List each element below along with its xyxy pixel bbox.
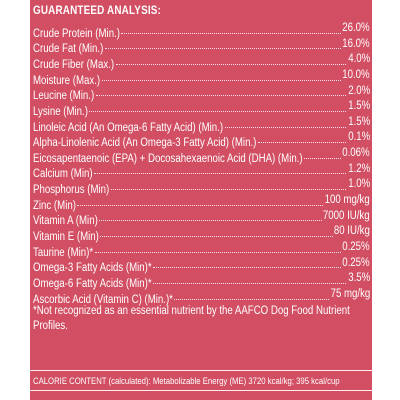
dot-leader bbox=[153, 282, 346, 284]
nutrient-row: Eicosapentaenoic (EPA) + Docosahexaenoic… bbox=[33, 146, 370, 165]
nutrient-value: 0.1% bbox=[347, 131, 370, 144]
nutrient-value: 75 mg/kg bbox=[330, 287, 370, 300]
dot-leader bbox=[89, 110, 346, 112]
nutrient-value: 26.0% bbox=[342, 22, 370, 34]
dot-leader bbox=[94, 173, 346, 175]
dot-leader bbox=[96, 95, 346, 97]
nutrient-row: Linoleic Acid (An Omega-6 Fatty Acid) (M… bbox=[33, 115, 370, 134]
nutrient-row: Moisture (Max.) 10.0% bbox=[33, 68, 370, 87]
nutrient-value: 4.0% bbox=[347, 53, 370, 66]
nutrient-name: Omega-6 Fatty Acids (Min)* bbox=[33, 277, 152, 290]
nutrient-name: Omega-3 Fatty Acids (Min)* bbox=[33, 262, 152, 275]
nutrient-value: 1.5% bbox=[347, 115, 370, 128]
left-margin bbox=[0, 0, 30, 400]
nutrient-name: Moisture (Max.) bbox=[33, 74, 101, 87]
nutrient-value: 1.5% bbox=[347, 100, 370, 113]
dot-leader bbox=[304, 157, 341, 159]
nutrient-row: Alpha-Linolenic Acid (An Omega-3 Fatty A… bbox=[33, 130, 370, 149]
nutrient-name: Lysine (Min.) bbox=[33, 105, 88, 118]
nutrient-row: Vitamin E (Min) 80 IU/kg bbox=[33, 224, 370, 243]
nutrient-value: 10.0% bbox=[342, 68, 370, 81]
nutrient-value: 16.0% bbox=[342, 37, 370, 50]
nutrient-name: Vitamin A (Min) bbox=[33, 215, 98, 228]
dot-leader bbox=[116, 63, 346, 65]
nutrient-value: 1.0% bbox=[347, 178, 370, 191]
nutrient-row: Taurine (Min)* 0.25% bbox=[33, 240, 370, 259]
dot-leader bbox=[105, 48, 341, 50]
nutrient-value: 0.25% bbox=[342, 256, 370, 269]
nutrient-name: Leucine (Min.) bbox=[33, 90, 95, 103]
nutrient-name: Crude Protein (Min.) bbox=[33, 27, 120, 40]
nutrient-value: 0.06% bbox=[342, 147, 370, 160]
nutrient-value: 100 mg/kg bbox=[324, 194, 370, 207]
nutrient-list: Crude Protein (Min.) 26.0% Crude Fat (Min.… bbox=[33, 21, 370, 306]
nutrient-row: Vitamin A (Min) 7000 IU/kg bbox=[33, 209, 370, 228]
dot-leader bbox=[111, 189, 346, 191]
nutrient-value: 80 IU/kg bbox=[334, 225, 370, 238]
nutrient-row: Ascorbic Acid (Vitamin C) (Min.)* 75 mg/k… bbox=[33, 287, 370, 306]
nutrient-value: 2.0% bbox=[347, 84, 370, 97]
dot-leader bbox=[153, 267, 341, 269]
nutrient-name: Phosphorus (Min) bbox=[33, 184, 110, 197]
right-margin bbox=[372, 0, 400, 400]
analysis-content: GUARANTEED ANALYSIS: Crude Protein (Min.… bbox=[30, 0, 372, 400]
nutrient-name: Ascorbic Acid (Vitamin C) (Min.)* bbox=[33, 293, 173, 306]
dot-leader bbox=[102, 79, 341, 81]
dot-leader bbox=[95, 251, 341, 253]
nutrient-name: Alpha-Linolenic Acid (An Omega-3 Fatty A… bbox=[33, 137, 257, 150]
nutrient-row: Calcium (Min) 1.2% bbox=[33, 162, 370, 181]
nutrient-name: Linoleic Acid (An Omega-6 Fatty Acid) (M… bbox=[33, 121, 224, 134]
nutrient-row: Crude Fiber (Max.) 4.0% bbox=[33, 52, 370, 71]
dot-leader bbox=[77, 204, 323, 206]
nutrient-value: 0.25% bbox=[342, 240, 370, 253]
panel-title: GUARANTEED ANALYSIS: bbox=[33, 5, 161, 17]
dot-leader bbox=[174, 298, 329, 300]
dot-leader bbox=[121, 32, 341, 34]
nutrient-name: Calcium (Min) bbox=[33, 168, 93, 181]
calorie-content-text: CALORIE CONTENT (calculated): Metaboliza… bbox=[33, 376, 340, 386]
nutrient-name: Crude Fat (Min.) bbox=[33, 43, 104, 56]
nutrient-name: Crude Fiber (Max.) bbox=[33, 58, 115, 71]
nutrient-row: Crude Protein (Min.) 26.0% bbox=[33, 21, 370, 40]
footnote: *Not recognized as an essential nutrient… bbox=[33, 304, 350, 332]
nutrient-row: Omega-6 Fatty Acids (Min)* 3.5% bbox=[33, 271, 370, 290]
nutrient-row: Phosphorus (Min) 1.0% bbox=[33, 177, 370, 196]
nutrient-row: Leucine (Min.) 2.0% bbox=[33, 84, 370, 103]
nutrient-row: Crude Fat (Min.) 16.0% bbox=[33, 37, 370, 56]
nutrient-name: Taurine (Min)* bbox=[33, 246, 94, 259]
nutrient-row: Omega-3 Fatty Acids (Min)* 0.25% bbox=[33, 256, 370, 275]
nutrient-row: Lysine (Min.) 1.5% bbox=[33, 99, 370, 118]
nutrient-name: Vitamin E (Min) bbox=[33, 230, 99, 243]
dot-leader bbox=[100, 235, 333, 237]
dot-leader bbox=[99, 220, 322, 222]
dot-leader bbox=[258, 142, 346, 144]
nutrient-name: Zinc (Min) bbox=[33, 199, 76, 212]
calorie-content-box: CALORIE CONTENT (calculated): Metaboliza… bbox=[30, 370, 372, 391]
nutrient-value: 3.5% bbox=[347, 272, 370, 285]
nutrient-value: 7000 IU/kg bbox=[323, 209, 370, 222]
nutrient-row: Zinc (Min) 100 mg/kg bbox=[33, 193, 370, 212]
nutrient-value: 1.2% bbox=[347, 162, 370, 175]
dot-leader bbox=[225, 126, 346, 128]
nutrient-name: Eicosapentaenoic (EPA) + Docosahexaenoic… bbox=[33, 152, 303, 165]
